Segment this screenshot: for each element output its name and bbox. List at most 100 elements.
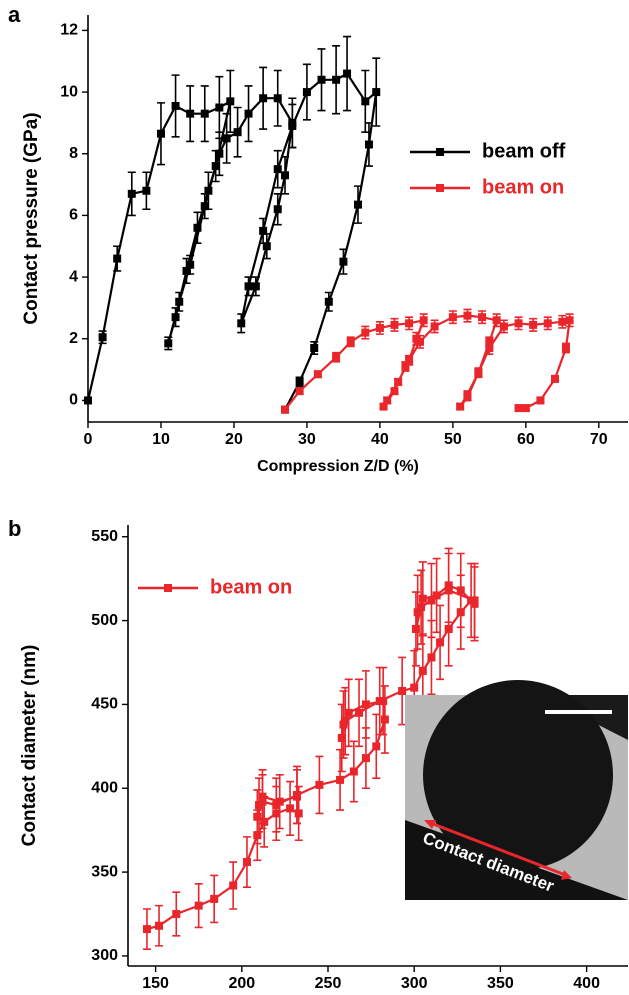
marker (529, 320, 538, 329)
marker (286, 804, 295, 813)
marker (113, 254, 122, 263)
marker (156, 129, 165, 138)
marker (251, 282, 260, 291)
x-tick-label: 50 (444, 431, 462, 448)
marker (372, 88, 381, 97)
marker (448, 313, 457, 322)
marker (432, 591, 441, 600)
marker (237, 319, 246, 328)
marker (222, 134, 231, 143)
y-tick-label: 500 (91, 612, 118, 629)
marker (193, 223, 202, 232)
x-tick-label: 20 (225, 431, 243, 448)
y-axis-title: Contact diameter (nm) (19, 645, 40, 847)
x-tick-label: 30 (298, 431, 316, 448)
marker (281, 405, 290, 414)
marker (349, 767, 358, 776)
marker (361, 700, 370, 709)
y-tick-label: 0 (69, 392, 78, 409)
legend-label: beam off (482, 140, 566, 162)
marker (375, 323, 384, 332)
marker (242, 858, 251, 867)
marker (565, 316, 574, 325)
marker (273, 165, 282, 174)
marker (444, 624, 453, 633)
marker (302, 88, 311, 97)
marker (200, 202, 209, 211)
y-tick-label: 2 (69, 330, 78, 347)
marker (273, 205, 282, 214)
marker (456, 586, 465, 595)
marker (155, 921, 164, 930)
marker (226, 97, 235, 106)
marker (260, 817, 269, 826)
marker (175, 297, 184, 306)
marker (288, 122, 297, 130)
marker (364, 140, 373, 149)
marker (419, 316, 428, 325)
marker (98, 333, 107, 342)
marker (398, 687, 407, 696)
marker (171, 313, 180, 322)
marker (337, 733, 346, 742)
marker (416, 337, 425, 346)
marker (272, 801, 281, 810)
x-axis-title: Compression Z/D (%) (257, 458, 419, 475)
marker (211, 162, 220, 171)
marker (514, 319, 523, 328)
x-tick-label: 350 (487, 975, 514, 992)
x-tick-label: 70 (590, 431, 608, 448)
marker (273, 94, 282, 103)
marker (262, 242, 271, 251)
y-tick-label: 12 (60, 22, 78, 39)
marker (413, 608, 422, 617)
marker (182, 266, 191, 275)
marker (210, 894, 219, 903)
marker (344, 708, 353, 717)
y-tick-label: 8 (69, 145, 78, 162)
marker (361, 97, 370, 106)
x-tick-label: 200 (228, 975, 255, 992)
marker (478, 313, 487, 322)
x-tick-label: 300 (401, 975, 428, 992)
marker (259, 94, 268, 103)
marker (418, 666, 427, 675)
marker (551, 374, 560, 383)
y-tick-label: 450 (91, 696, 118, 713)
marker (436, 638, 445, 647)
y-tick-label: 6 (69, 207, 78, 224)
marker (514, 404, 523, 413)
marker (405, 319, 414, 328)
marker (244, 282, 253, 291)
y-tick-label: 350 (91, 863, 118, 880)
marker (253, 812, 262, 821)
marker (463, 393, 472, 402)
marker (474, 368, 483, 377)
marker (354, 200, 362, 209)
x-tick-label: 400 (573, 975, 600, 992)
marker (215, 103, 224, 112)
marker (258, 797, 267, 806)
marker (315, 780, 324, 789)
marker (390, 387, 399, 396)
marker (427, 596, 436, 605)
marker (310, 344, 319, 352)
marker (259, 226, 268, 235)
marker (324, 297, 333, 306)
marker (142, 186, 151, 195)
marker (215, 149, 224, 158)
marker (430, 322, 439, 331)
marker (536, 396, 545, 405)
marker (200, 109, 209, 118)
inset-image (405, 680, 628, 900)
marker (295, 377, 304, 386)
marker (380, 715, 389, 724)
panel-label: b (8, 516, 21, 541)
marker (418, 594, 427, 603)
marker (383, 396, 392, 405)
legend-label: beam on (482, 176, 564, 198)
panel-label: a (8, 2, 21, 27)
series-line (284, 314, 571, 411)
